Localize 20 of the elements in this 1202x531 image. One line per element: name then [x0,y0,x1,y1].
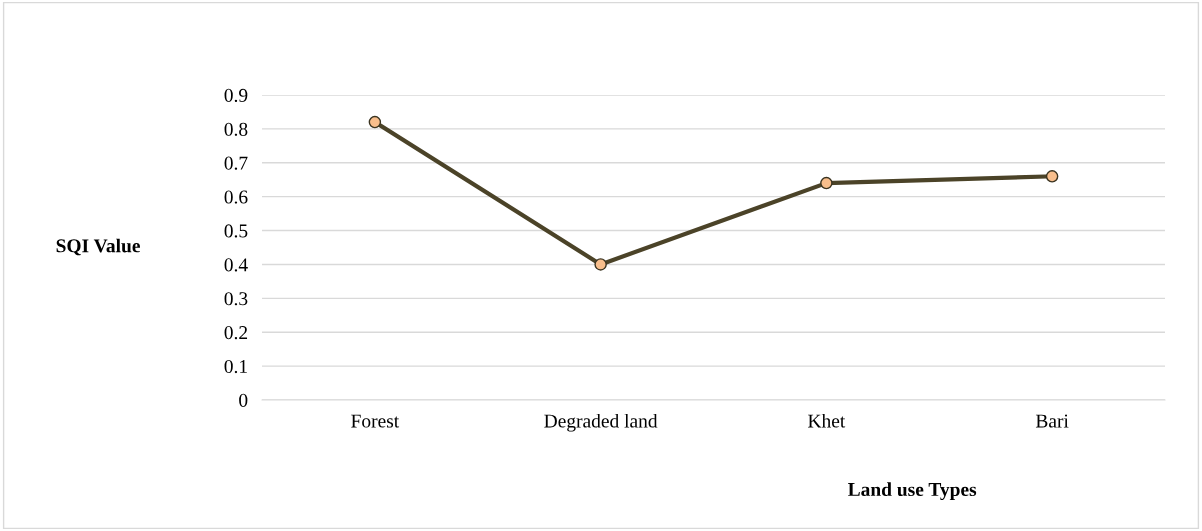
point [594,258,607,271]
y-tick-label: 0.7 [224,156,248,170]
x-tick-label: Degraded land [544,413,658,432]
x-tick-label: Forest [351,414,400,428]
x-tick-label: Bari [1035,414,1069,428]
y-tick-label: 0.8 [224,122,248,136]
y-tick-label: 0.9 [224,88,248,103]
y-tick-label: 0.2 [224,326,248,340]
x-axis-title: Land use Types [848,482,977,501]
y-tick-label: 0.4 [224,258,248,272]
point [820,176,833,190]
y-axis-title: SQI Value [56,238,140,256]
point [1045,170,1059,183]
point [368,115,382,129]
y-tick-label: 0.5 [224,224,248,238]
y-tick-label: 0 [239,393,248,407]
x-tick-label: Khet [808,413,846,428]
y-tick-label: 0.3 [224,292,248,306]
y-tick-label: 0.1 [224,359,247,374]
y-tick-label: 0.6 [224,190,248,204]
